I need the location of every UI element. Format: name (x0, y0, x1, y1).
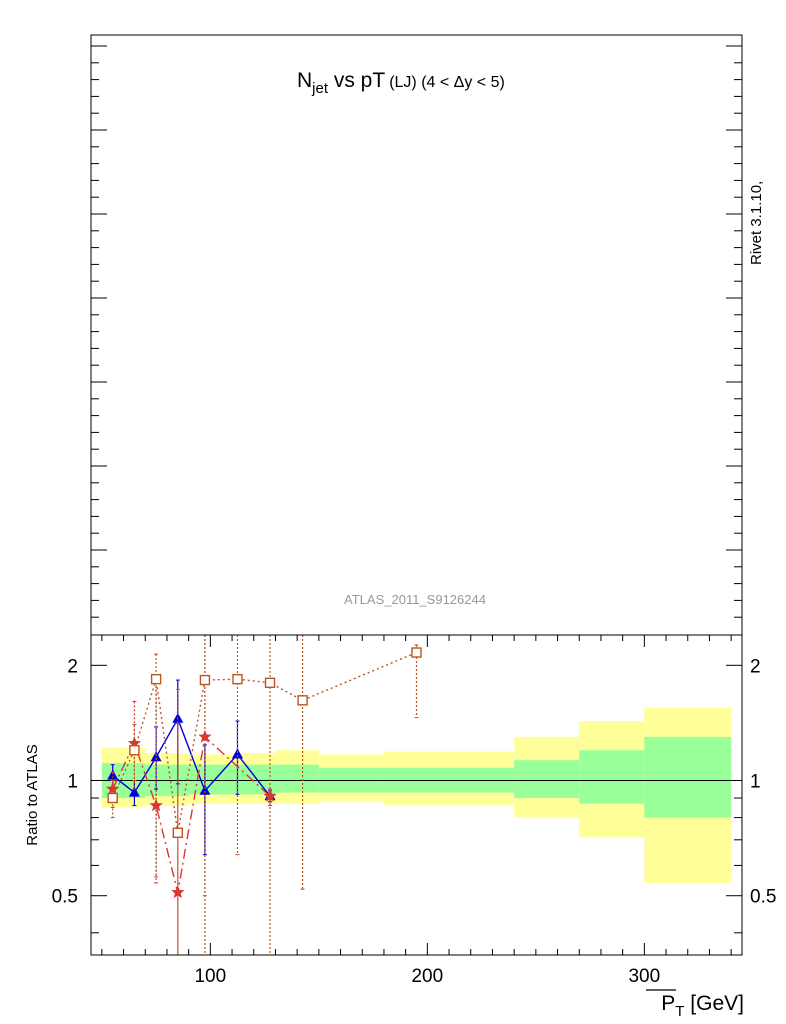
tick-labels: 100 200 300 0.5 0.5 1 1 2 2 (52, 656, 777, 987)
ratio-panel-ticks (91, 635, 742, 955)
x-tick-label: 300 (628, 966, 660, 987)
data-point (127, 736, 142, 750)
data-point (232, 673, 243, 685)
data-point (297, 695, 308, 706)
green-band (579, 750, 645, 804)
rivet-version-label: Rivet 3.1.10, (748, 181, 765, 265)
data-point (199, 784, 211, 795)
green-band (232, 764, 276, 795)
data-point (172, 827, 184, 839)
data-point (149, 798, 163, 812)
data-point (129, 745, 140, 756)
x-axis-label: PT [GeV] (661, 992, 744, 1020)
ratio-panel: 100 200 300 0.5 0.5 1 1 2 2 (52, 634, 777, 987)
series-layer (106, 634, 422, 956)
data-point (107, 769, 119, 780)
main-panel-ticks (91, 45, 742, 618)
data-point (106, 782, 120, 795)
y-axis-label: Ratio to ATLAS (24, 744, 41, 845)
x-tick-label: 100 (194, 966, 226, 987)
green-band (188, 764, 233, 795)
uncertainty-bands (101, 707, 732, 883)
green-band (275, 764, 319, 793)
data-point (150, 673, 162, 685)
y-tick-label: 0.5 (750, 887, 776, 908)
x-tick-label: 200 (411, 966, 443, 987)
watermark-label: ATLAS_2011_S9126244 (344, 592, 486, 607)
green-band (514, 760, 580, 799)
data-point (411, 647, 422, 658)
data-point (150, 751, 162, 762)
data-point (264, 677, 276, 689)
y-tick-label: 1 (67, 772, 78, 793)
chart-title: Njet vs pT (LJ) (4 < Δy < 5) (297, 69, 505, 97)
main-panel-frame (90, 34, 743, 636)
y-tick-label: 1 (750, 772, 761, 793)
data-point (128, 786, 140, 797)
data-point (231, 748, 243, 759)
data-point (107, 792, 118, 804)
y-tick-label: 2 (67, 656, 78, 677)
ratio-panel-frame (90, 634, 743, 956)
green-band (644, 736, 732, 818)
y-tick-label: 0.5 (52, 887, 78, 908)
y-tick-label: 2 (750, 656, 761, 677)
data-point (199, 674, 211, 686)
data-point (171, 885, 185, 899)
